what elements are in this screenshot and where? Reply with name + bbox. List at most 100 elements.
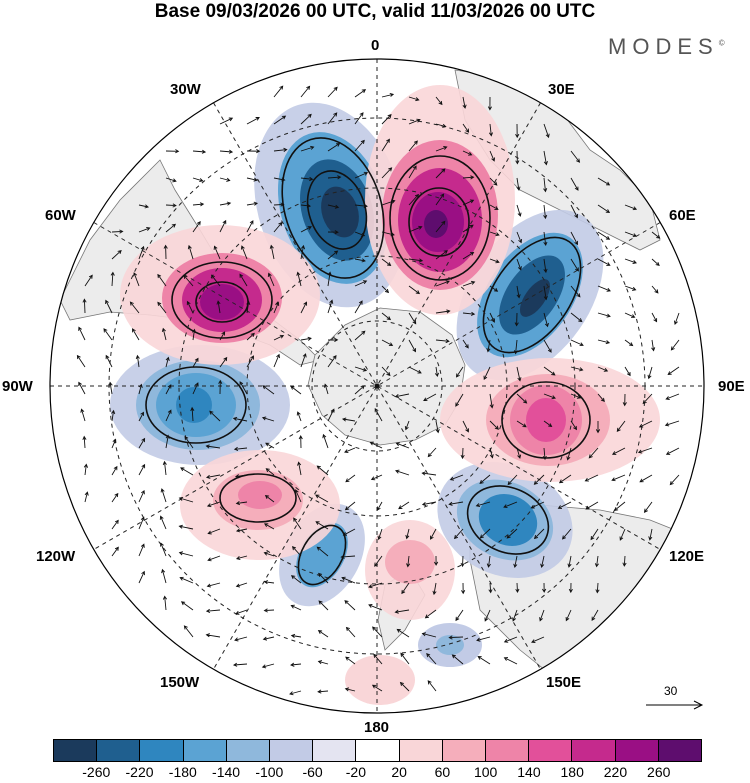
- wind-arrow: [344, 687, 356, 692]
- wind-arrow: [246, 355, 254, 368]
- wind-arrow: [619, 528, 626, 541]
- wind-arrow: [597, 312, 611, 318]
- wind-arrow: [192, 177, 204, 183]
- wind-arrow: [354, 89, 367, 98]
- wind-arrow: [327, 299, 334, 314]
- wind-arrow: [516, 177, 521, 191]
- wind-arrow: [157, 273, 167, 287]
- wind-arrow: [300, 353, 307, 368]
- wind-arrow: [300, 301, 308, 314]
- wind-arrow: [435, 338, 450, 344]
- wind-arrow: [290, 662, 302, 667]
- colorbar-tick-label: -220: [125, 764, 154, 780]
- wind-arrow: [294, 489, 302, 503]
- wind-arrow: [647, 366, 653, 380]
- wind-arrow: [290, 575, 302, 584]
- wind-arrow: [558, 474, 572, 484]
- wind-arrow: [108, 381, 113, 395]
- wind-arrow: [368, 604, 383, 611]
- wind-arrow: [264, 523, 275, 530]
- wind-arrow: [533, 474, 545, 485]
- wind-arrow: [616, 420, 626, 432]
- wind-arrow: [138, 437, 146, 449]
- wind-arrow: [434, 555, 439, 566]
- wind-arrow: [489, 420, 499, 430]
- wind-arrow: [516, 231, 523, 244]
- wind-arrow: [435, 146, 448, 152]
- wind-arrow: [449, 474, 464, 481]
- wind-arrow: [461, 582, 466, 595]
- wind-arrow: [207, 555, 221, 562]
- wind-arrow: [624, 312, 636, 319]
- wind-arrow: [597, 339, 611, 345]
- wind-arrow: [264, 495, 275, 503]
- map-boundary: [49, 58, 705, 714]
- wind-arrow: [318, 572, 329, 584]
- wind-arrow: [83, 463, 89, 476]
- wind-arrow: [368, 582, 383, 589]
- wind-arrow: [670, 339, 680, 351]
- wind-arrow: [159, 515, 167, 530]
- wind-arrow: [219, 219, 227, 233]
- wind-arrow: [424, 609, 437, 619]
- wind-arrow: [434, 366, 440, 377]
- wind-arrow: [611, 474, 626, 482]
- wind-arrow: [408, 193, 420, 206]
- brand-logo: MODES©: [608, 34, 725, 60]
- wind-arrow: [408, 140, 418, 152]
- wind-arrow: [345, 626, 356, 638]
- wind-arrow: [342, 528, 356, 536]
- wind-arrow: [435, 193, 445, 206]
- wind-arrow: [453, 528, 464, 540]
- wind-arrow: [588, 447, 599, 459]
- colorbar-segment: [615, 740, 659, 761]
- wind-arrow: [530, 501, 545, 509]
- wind-arrow: [435, 280, 450, 287]
- wind-arrow: [205, 633, 221, 638]
- wind-arrow: [408, 339, 416, 353]
- wind-arrow: [395, 442, 410, 449]
- wind-arrow: [138, 226, 151, 233]
- wind-arrow: [354, 258, 366, 263]
- wind-arrow: [316, 546, 329, 557]
- wind-arrow: [377, 501, 383, 511]
- wind-arrow: [448, 635, 464, 640]
- wind-arrow: [300, 226, 312, 233]
- wind-arrow: [484, 609, 491, 622]
- wind-arrow: [597, 258, 611, 266]
- wind-arrow: [219, 331, 226, 341]
- wind-arrow: [669, 474, 680, 486]
- wind-arrow: [516, 447, 522, 459]
- wind-arrow: [78, 326, 86, 341]
- wind-arrow: [273, 353, 280, 368]
- wind-arrow: [435, 250, 448, 260]
- colorbar-segment: [442, 740, 487, 761]
- wind-arrow: [430, 528, 437, 540]
- wind-arrow: [423, 393, 437, 402]
- wind-arrow: [84, 491, 89, 503]
- wind-arrow: [570, 339, 584, 347]
- wind-arrow: [273, 115, 287, 125]
- wind-arrow: [178, 524, 194, 530]
- wind-arrow: [426, 652, 437, 665]
- wind-arrow: [514, 312, 519, 327]
- wind-arrow: [642, 393, 653, 405]
- wind-arrow: [477, 656, 491, 665]
- label-lon-60w: 60W: [45, 207, 76, 224]
- wind-arrow: [408, 285, 421, 295]
- wind-arrow: [595, 421, 601, 434]
- wind-arrow: [300, 145, 315, 152]
- wind-arrow: [297, 461, 302, 476]
- wind-arrow: [327, 204, 340, 209]
- wind-arrow: [300, 176, 314, 182]
- wind-arrow: [111, 465, 118, 476]
- wind-arrow: [643, 501, 653, 513]
- wind-arrow: [462, 199, 475, 206]
- wind-arrow: [516, 420, 527, 428]
- wind-arrow: [111, 492, 119, 503]
- wind-arrow: [479, 474, 491, 485]
- wind-arrow: [503, 501, 518, 509]
- wind-arrow: [673, 312, 680, 325]
- wind-arrow: [246, 177, 258, 182]
- map-disk: [50, 59, 704, 713]
